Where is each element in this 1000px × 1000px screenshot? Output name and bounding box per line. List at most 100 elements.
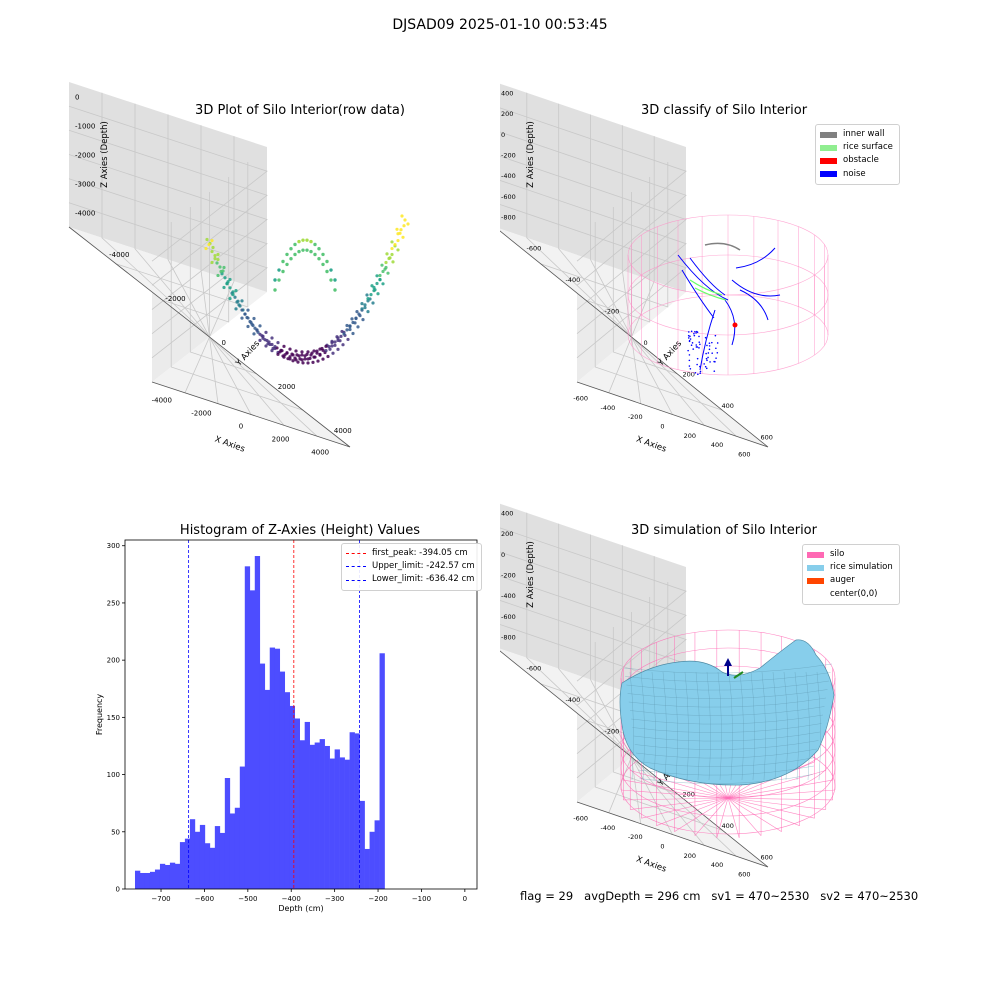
data-point [396, 248, 399, 251]
noise-point [698, 347, 700, 349]
noise-point [688, 337, 690, 339]
data-point [258, 324, 261, 327]
y-tick-label: 300 [107, 542, 120, 550]
data-point [327, 345, 330, 348]
histogram-bar [370, 832, 375, 889]
legend-swatch [820, 158, 837, 164]
data-point [393, 243, 396, 246]
noise-point [708, 352, 710, 354]
z-tick-label: -4000 [75, 210, 95, 218]
histogram-bar [285, 692, 290, 889]
histogram-bar [375, 820, 380, 889]
data-point [402, 224, 405, 227]
data-point [267, 340, 270, 343]
z-axis-label: Z Axies (Depth) [526, 121, 536, 188]
data-point [291, 359, 294, 362]
histogram-bar [380, 653, 385, 889]
data-point [228, 297, 231, 300]
y-tick-label: 50 [111, 828, 120, 836]
noise-point [689, 365, 691, 367]
data-point [396, 232, 399, 235]
data-point [406, 222, 409, 225]
noise-point [711, 342, 713, 344]
y-tick-label: -4000 [109, 251, 129, 259]
sv2-text: sv2 = 470~2530 [820, 889, 918, 903]
data-point [366, 297, 369, 300]
z-tick-label: 0 [75, 94, 79, 102]
data-point [351, 321, 354, 324]
x-tick-label: 0 [463, 895, 467, 903]
data-point [348, 325, 351, 328]
data-point [309, 353, 312, 356]
z-tick-label: 200 [501, 110, 513, 118]
data-point [300, 353, 303, 356]
legend-line [346, 566, 366, 567]
data-point [313, 253, 316, 256]
data-point [285, 263, 288, 266]
histogram-bar [170, 863, 175, 889]
x-tick-label: 0 [660, 423, 664, 431]
x-tick-label: -600 [573, 395, 588, 403]
auger-arrow-head [724, 658, 732, 666]
data-point [300, 358, 303, 361]
x-tick-label: 0 [660, 843, 664, 851]
data-point [341, 343, 344, 346]
noise-point [694, 331, 696, 333]
data-point [210, 261, 213, 264]
z-tick-label: -200 [501, 572, 516, 580]
data-point [240, 317, 243, 320]
data-point [213, 254, 216, 257]
y-tick-label: -200 [605, 728, 620, 736]
data-point [376, 292, 379, 295]
data-point [321, 263, 324, 266]
data-point [289, 247, 292, 250]
data-point [390, 240, 393, 243]
noise-point [706, 358, 708, 360]
data-point [318, 348, 321, 351]
noise-point [694, 335, 696, 337]
data-point [357, 313, 360, 316]
data-point [331, 352, 334, 355]
legend-swatch [807, 578, 824, 584]
data-point [210, 250, 213, 253]
data-point [240, 299, 243, 302]
data-point [326, 355, 329, 358]
data-point [336, 339, 339, 342]
noise-point [703, 363, 705, 365]
flag-text: flag = 29 [520, 889, 573, 903]
histogram-bar [300, 740, 305, 889]
x-tick-label: 0 [239, 423, 243, 431]
z-tick-label: -1000 [75, 123, 95, 131]
noise-point [691, 330, 693, 332]
z-tick-label: -600 [501, 613, 516, 621]
histogram-bar [350, 732, 355, 889]
histogram-bar [195, 832, 200, 889]
noise-point [695, 344, 697, 346]
x-tick-label: 400 [711, 441, 723, 449]
data-point [306, 357, 309, 360]
x-tick-label: −300 [325, 895, 344, 903]
histogram-bar [250, 590, 255, 889]
noise-point [697, 358, 699, 360]
legend-swatch [820, 132, 837, 138]
noise-point [706, 345, 708, 347]
y-tick-label: 100 [107, 771, 120, 779]
data-point [215, 261, 218, 264]
z-tick-label: -2000 [75, 152, 95, 160]
noise-point [711, 352, 713, 354]
noise-point [698, 341, 700, 343]
data-point [210, 239, 213, 242]
y-tick-label: 400 [722, 822, 734, 830]
data-point [234, 307, 237, 310]
data-point [309, 250, 312, 253]
histogram-bar [240, 767, 245, 889]
data-point [395, 228, 398, 231]
data-point [223, 276, 226, 279]
data-point [384, 261, 387, 264]
noise-point [715, 347, 717, 349]
legend-line [346, 553, 366, 554]
z-tick-label: -3000 [75, 181, 95, 189]
x-tick-label: −600 [195, 895, 214, 903]
x-tick-label: 2000 [272, 436, 290, 444]
x-tick-label: −400 [282, 895, 301, 903]
